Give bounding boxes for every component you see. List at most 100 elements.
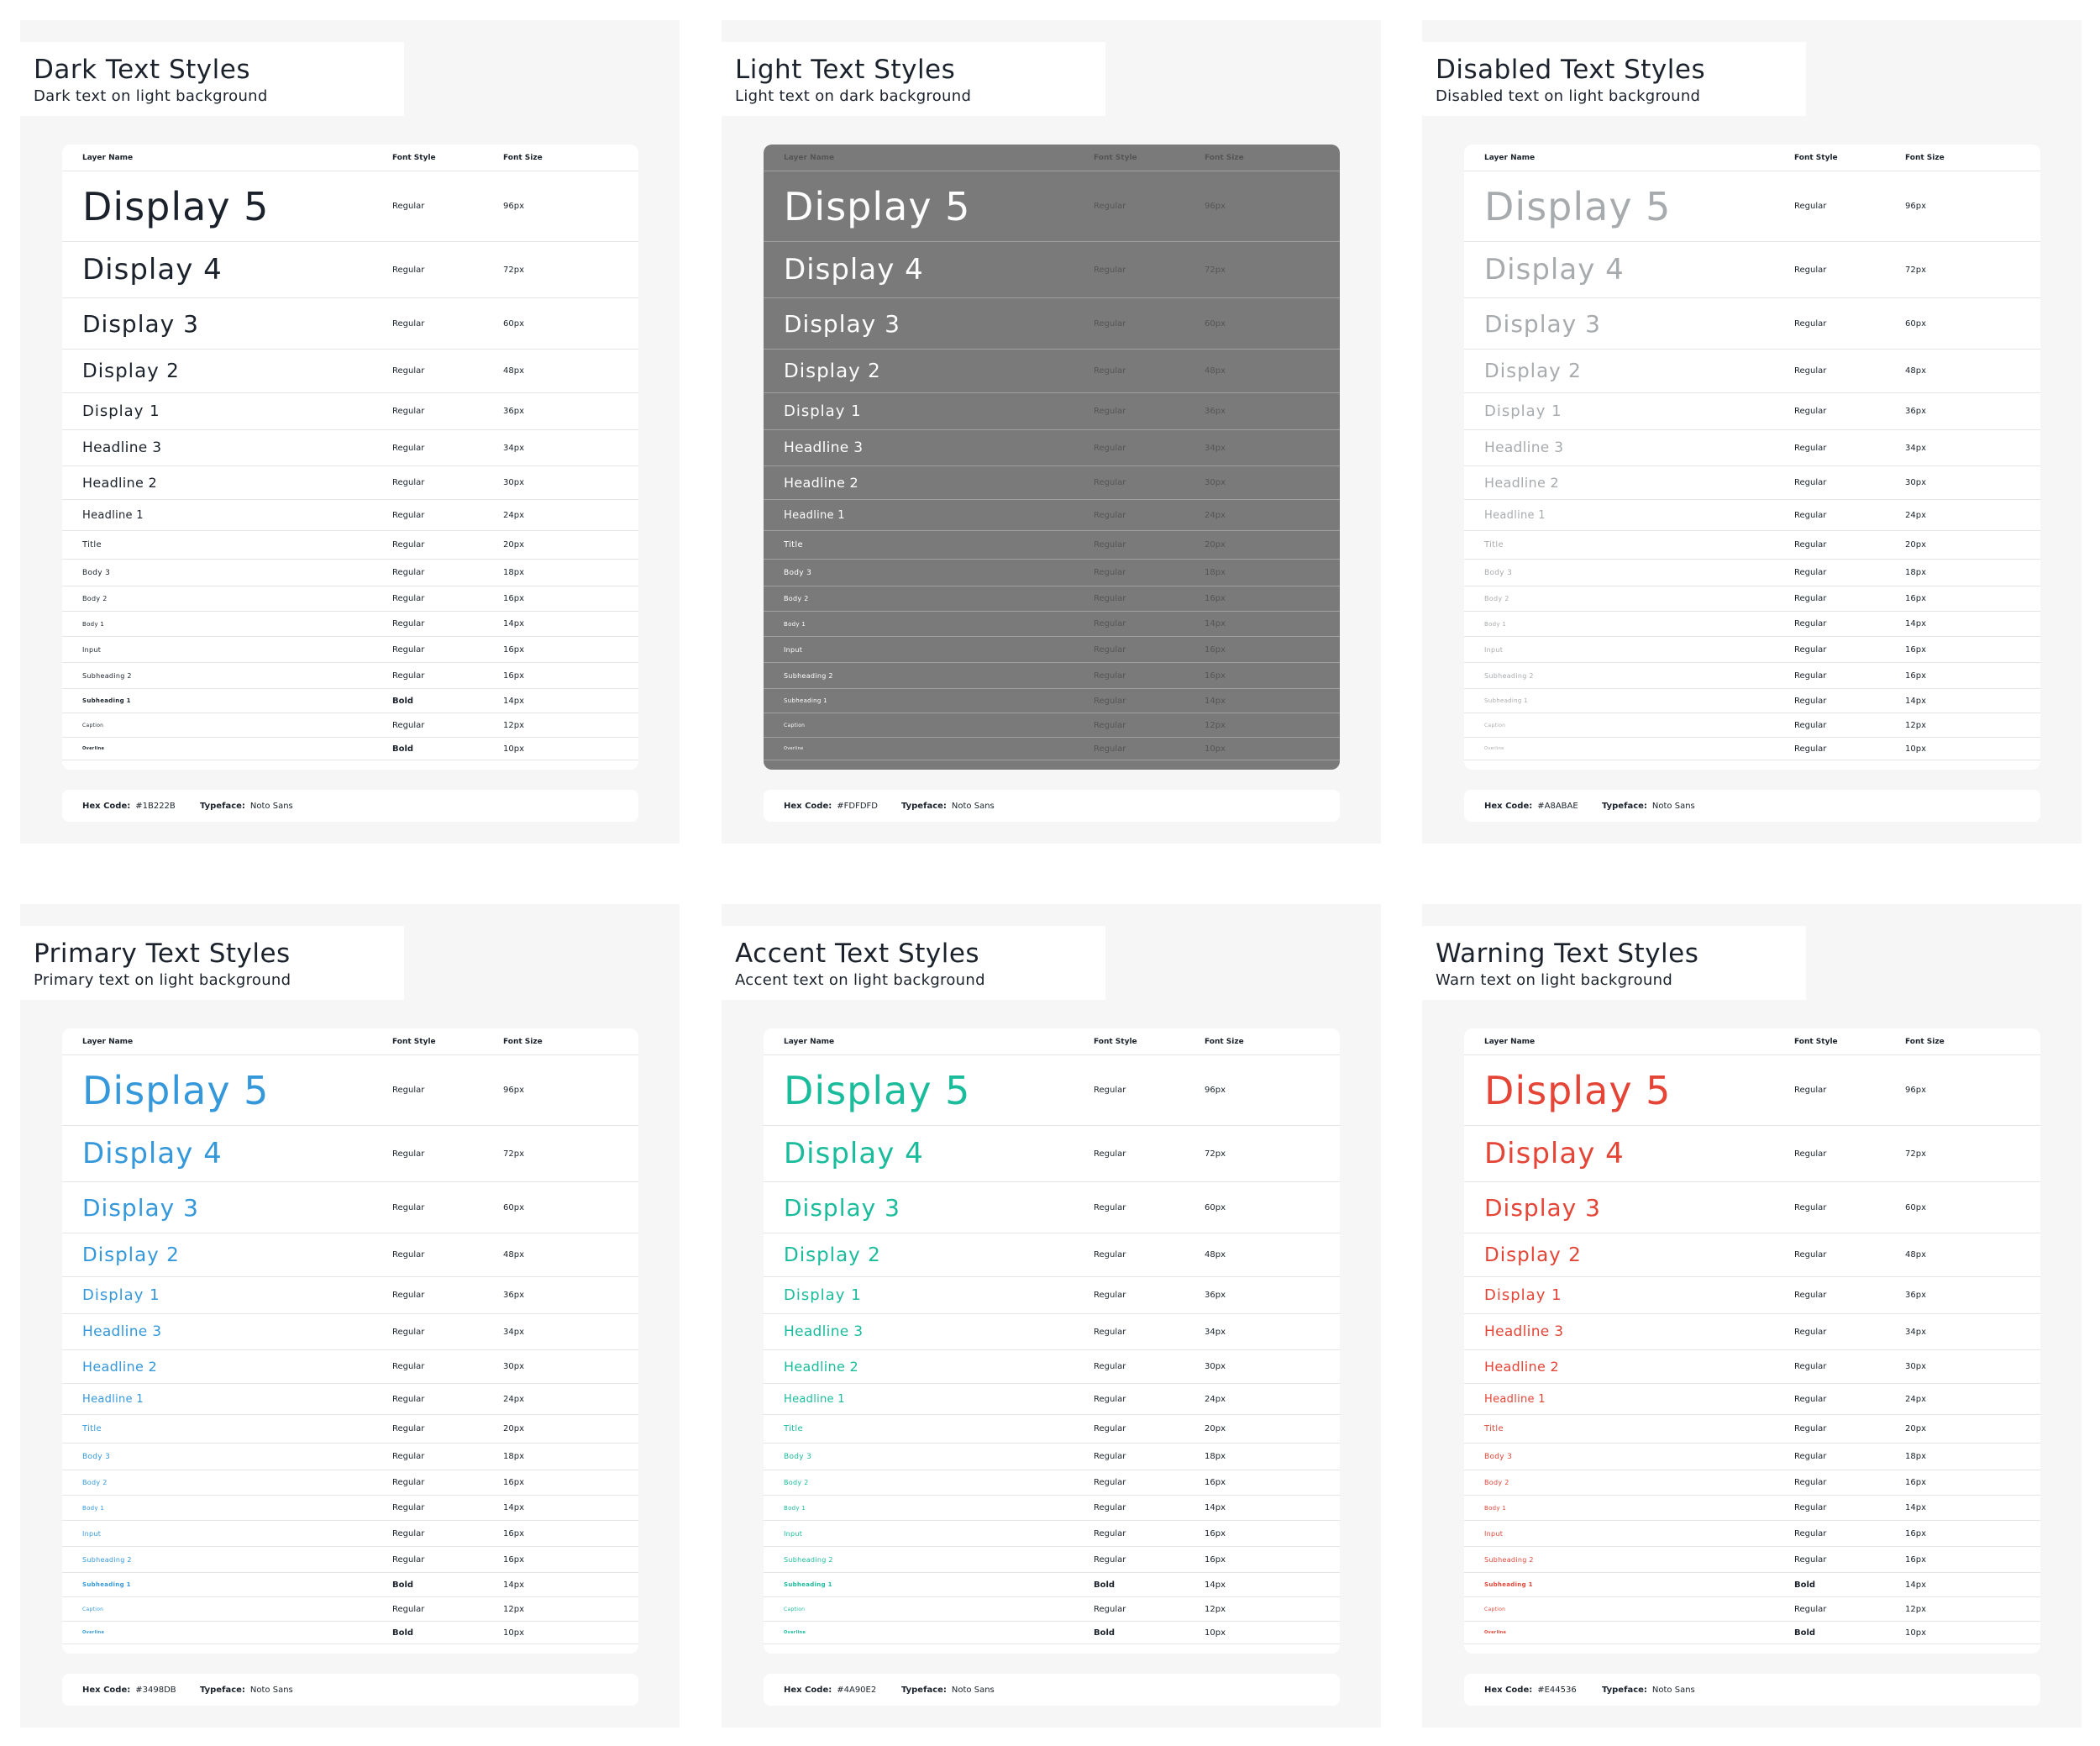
- font-size-value: 48px: [1205, 1250, 1226, 1260]
- panel-title: Disabled Text Styles: [1436, 55, 1706, 85]
- layer-name-sample: Headline 1: [784, 508, 845, 522]
- font-size-value: 16px: [1205, 671, 1226, 681]
- font-style-value: Regular: [1094, 1291, 1126, 1300]
- font-style-value: Regular: [1094, 1424, 1126, 1433]
- font-size-value: 36px: [1905, 1291, 1926, 1300]
- font-size-value: 36px: [503, 1291, 524, 1300]
- table-row: Title Regular 20px: [764, 1415, 1340, 1444]
- font-style-value: Regular: [1794, 265, 1827, 275]
- table-header-row: Layer Name Font Style Font Size: [62, 1028, 638, 1055]
- layer-name-sample: Headline 2: [82, 1359, 157, 1375]
- layer-name-sample: Headline 1: [784, 1392, 845, 1406]
- typeface-label: Typeface:: [200, 801, 245, 811]
- font-size-value: 96px: [503, 202, 524, 211]
- font-size-value: 96px: [1905, 1086, 1926, 1095]
- layer-name-sample: Caption: [784, 1606, 806, 1612]
- font-style-value: Regular: [1794, 318, 1827, 329]
- font-style-value: Regular: [1094, 202, 1126, 211]
- font-style-value: Regular: [392, 619, 425, 628]
- layer-name-sample: Headline 2: [82, 475, 157, 491]
- font-size-value: 60px: [503, 1202, 524, 1212]
- font-size-value: 10px: [1205, 744, 1226, 754]
- font-style-value: Regular: [1094, 540, 1126, 550]
- typeface-info: Typeface: Noto Sans: [1602, 1674, 1695, 1706]
- font-size-value: 24px: [1905, 1394, 1926, 1404]
- font-style-value: Regular: [1794, 720, 1827, 730]
- layer-name-sample: Display 3: [1484, 1193, 1601, 1222]
- font-size-value: 48px: [503, 1250, 524, 1260]
- table-row: Subheading 2 Regular 16px: [1464, 1547, 2040, 1573]
- font-size-value: 16px: [1205, 644, 1226, 655]
- column-header-layer-name: Layer Name: [1484, 1037, 1536, 1046]
- layer-name-sample: Headline 3: [82, 439, 162, 456]
- layer-name-sample: Display 4: [82, 253, 223, 287]
- table-header-row: Layer Name Font Style Font Size: [1464, 1028, 2040, 1055]
- layer-name-sample: Display 5: [82, 183, 270, 229]
- hex-code-value: #1B222B: [135, 801, 176, 811]
- table-row: Display 5 Regular 96px: [764, 171, 1340, 242]
- table-row: Display 4 Regular 72px: [764, 1126, 1340, 1182]
- font-style-value: Regular: [1094, 1149, 1126, 1159]
- style-meta-footer: Hex Code: #A8ABAE Typeface: Noto Sans: [1464, 790, 2040, 822]
- table-header-row: Layer Name Font Style Font Size: [62, 145, 638, 171]
- font-style-value: Regular: [392, 1086, 425, 1095]
- font-size-value: 60px: [1905, 1202, 1926, 1212]
- font-style-value: Regular: [1794, 1149, 1827, 1159]
- layer-name-sample: Body 1: [1484, 620, 1507, 628]
- table-row: Subheading 1 Bold 14px: [62, 1573, 638, 1597]
- font-style-value: Regular: [392, 1478, 425, 1487]
- font-size-value: 14px: [1905, 1503, 1926, 1512]
- typeface-value: Noto Sans: [951, 801, 995, 811]
- table-header-row: Layer Name Font Style Font Size: [764, 1028, 1340, 1055]
- layer-name-sample: Overline: [784, 746, 804, 751]
- panel-subtitle: Accent text on light background: [735, 971, 985, 989]
- table-row: Display 1 Regular 36px: [1464, 1277, 2040, 1314]
- font-size-value: 14px: [1205, 1580, 1226, 1590]
- font-size-value: 12px: [503, 1604, 524, 1614]
- typeface-value: Noto Sans: [249, 801, 293, 811]
- table-row: Subheading 1 Bold 14px: [764, 1573, 1340, 1597]
- column-header-layer-name: Layer Name: [1484, 153, 1536, 162]
- layer-name-sample: Subheading 2: [784, 671, 833, 680]
- font-style-value: Regular: [392, 202, 425, 211]
- table-row: Headline 3 Regular 34px: [62, 1314, 638, 1350]
- table-row: Display 3 Regular 60px: [1464, 298, 2040, 350]
- layer-name-sample: Display 1: [1484, 402, 1562, 420]
- table-row: Headline 2 Regular 30px: [1464, 1350, 2040, 1384]
- font-style-value: Regular: [1794, 1250, 1827, 1260]
- hex-code-label: Hex Code:: [784, 1685, 832, 1695]
- font-style-value: Regular: [392, 1394, 425, 1404]
- font-size-value: 18px: [1905, 1452, 1926, 1461]
- layer-name-sample: Display 1: [1484, 1286, 1562, 1304]
- font-style-value: Regular: [1794, 510, 1827, 520]
- column-header-font-size: Font Size: [1905, 1037, 1945, 1046]
- table-row: Display 4 Regular 72px: [1464, 242, 2040, 298]
- font-size-value: 10px: [1205, 1628, 1226, 1638]
- font-style-value: Regular: [1794, 1327, 1827, 1337]
- table-row: Display 5 Regular 96px: [62, 1055, 638, 1126]
- font-size-value: 12px: [1905, 720, 1926, 730]
- font-style-value: Regular: [1094, 644, 1126, 655]
- font-size-value: 48px: [1205, 366, 1226, 376]
- font-style-value: Regular: [392, 1250, 425, 1260]
- font-size-value: 60px: [1205, 318, 1226, 329]
- table-row: Body 1 Regular 14px: [1464, 1496, 2040, 1521]
- font-size-value: 34px: [1905, 1327, 1926, 1337]
- font-size-value: 18px: [1905, 568, 1926, 577]
- font-style-value: Regular: [392, 1452, 425, 1461]
- font-size-value: 30px: [1205, 478, 1226, 487]
- font-style-value: Regular: [1794, 478, 1827, 487]
- panel-header: Light Text Styles Light text on dark back…: [722, 42, 1105, 116]
- hex-code-info: Hex Code: #FDFDFD: [784, 790, 878, 822]
- font-size-value: 16px: [503, 1554, 524, 1565]
- table-row: Body 1 Regular 14px: [62, 1496, 638, 1521]
- table-row: Caption Regular 12px: [764, 713, 1340, 738]
- table-row: Subheading 2 Regular 16px: [1464, 663, 2040, 689]
- table-row: Headline 3 Regular 34px: [1464, 1314, 2040, 1350]
- font-style-value: Regular: [1794, 407, 1827, 416]
- layer-name-sample: Caption: [1484, 722, 1506, 728]
- font-style-value: Regular: [1094, 744, 1126, 754]
- table-row: Body 2 Regular 16px: [62, 1470, 638, 1496]
- font-size-value: 16px: [1905, 1528, 1926, 1538]
- layer-name-sample: Body 1: [1484, 1504, 1507, 1512]
